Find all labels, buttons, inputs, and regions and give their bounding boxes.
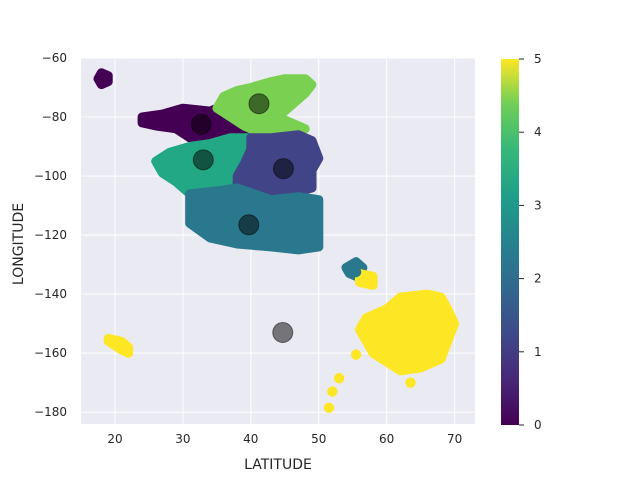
colorbar-tick-label: 3 (534, 198, 542, 212)
data-point (364, 277, 375, 288)
x-tick-label: 70 (447, 432, 462, 446)
x-tick-label: 50 (311, 432, 326, 446)
data-point (333, 373, 345, 384)
centroid-3 (192, 149, 214, 171)
y-tick-label: −140 (34, 287, 67, 301)
y-tick-label: −100 (34, 169, 67, 183)
colorbar-tick-label: 1 (534, 345, 542, 359)
x-tick-label: 20 (107, 432, 122, 446)
x-tick-labels: 20 30 40 50 60 70 (107, 432, 462, 446)
outlier-points (323, 266, 416, 413)
x-tick-label: 60 (379, 432, 394, 446)
centroid-2 (238, 214, 260, 236)
colorbar-tick-label: 5 (534, 52, 542, 66)
y-tick-label: −60 (42, 51, 67, 65)
y-tick-label: −80 (42, 110, 67, 124)
colorbar-ticks: 0 1 2 3 4 5 (519, 52, 542, 432)
centroid-4 (248, 93, 270, 115)
colorbar (501, 59, 519, 425)
x-tick-label: 30 (175, 432, 190, 446)
colorbar-tick-label: 0 (534, 418, 542, 432)
colorbar-tick-label: 2 (534, 272, 542, 286)
centroid-0 (190, 113, 212, 135)
cluster-0-region (93, 68, 113, 90)
data-point (350, 266, 362, 278)
data-point (327, 386, 338, 397)
colorbar-tick-label: 4 (534, 125, 542, 139)
cluster-5-region (103, 333, 134, 358)
y-tick-label: −120 (34, 228, 67, 242)
y-axis-label: LONGITUDE (11, 203, 27, 285)
centroid-1 (272, 158, 294, 180)
data-point (367, 336, 379, 347)
data-point (350, 349, 362, 360)
data-point (323, 402, 335, 413)
y-tick-labels: −60 −80 −100 −120 −140 −160 −180 (34, 51, 67, 419)
centroid-markers (190, 93, 294, 343)
y-tick-label: −180 (34, 405, 67, 419)
data-point (405, 377, 416, 388)
y-tick-label: −160 (34, 346, 67, 360)
x-tick-label: 40 (243, 432, 258, 446)
data-point (374, 345, 386, 356)
x-axis-label: LATITUDE (244, 457, 312, 473)
centroid-5 (272, 322, 294, 343)
